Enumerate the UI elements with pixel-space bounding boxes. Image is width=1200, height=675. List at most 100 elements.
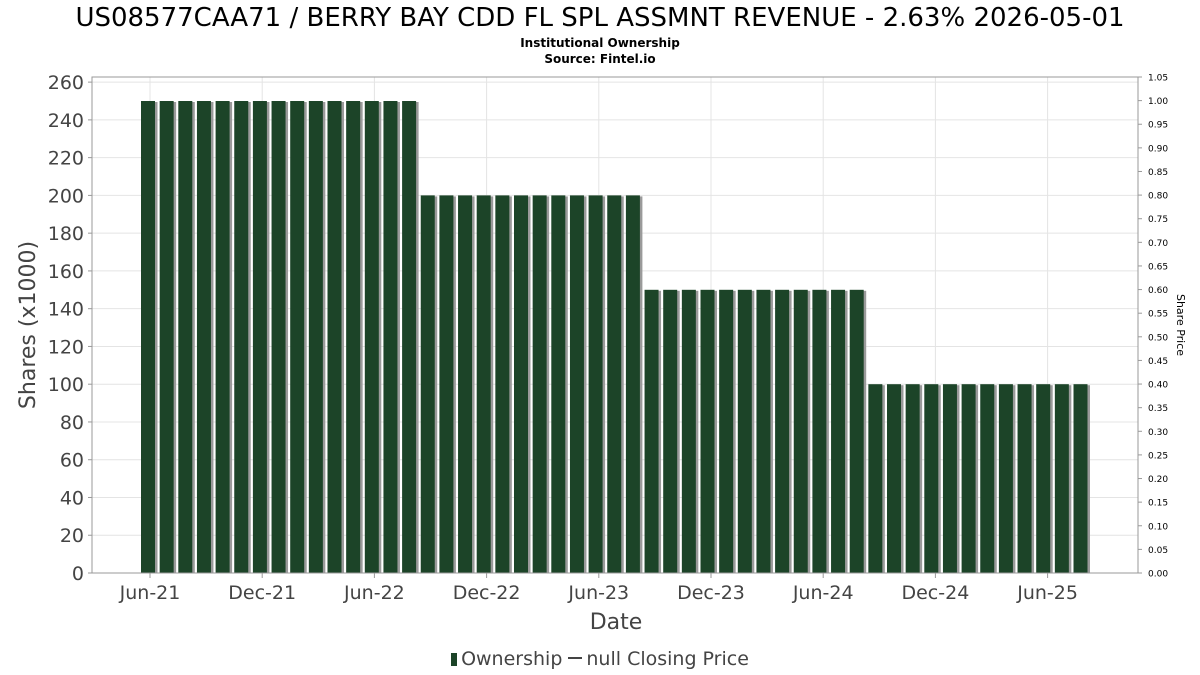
ownership-bar bbox=[458, 195, 473, 573]
legend-ownership-swatch bbox=[451, 653, 458, 666]
ownership-bar bbox=[327, 101, 342, 573]
ownership-bar bbox=[271, 101, 286, 573]
y2-tick-label: 0.95 bbox=[1148, 121, 1168, 131]
ownership-bar bbox=[1036, 384, 1051, 573]
y2-tick-label: 0.55 bbox=[1148, 310, 1168, 320]
y-tick-label: 240 bbox=[48, 110, 84, 132]
y2-tick-label: 0.85 bbox=[1148, 168, 1168, 178]
ownership-bar bbox=[141, 101, 155, 573]
ownership-bar bbox=[383, 101, 398, 573]
ownership-bar bbox=[1054, 384, 1069, 573]
legend: Ownership null Closing Price bbox=[0, 647, 1200, 671]
x-tick-label: Jun-23 bbox=[567, 582, 629, 604]
y2-tick-label: 0.15 bbox=[1148, 499, 1168, 509]
x-tick-label: Jun-21 bbox=[119, 582, 181, 604]
ownership-bar bbox=[831, 289, 846, 573]
y-tick-label: 120 bbox=[48, 336, 84, 358]
ownership-bar bbox=[569, 195, 584, 573]
y-tick-label: 0 bbox=[72, 563, 84, 585]
ownership-bar bbox=[308, 101, 323, 573]
legend-ownership-label: Ownership bbox=[461, 648, 563, 670]
y2-tick-label: 0.05 bbox=[1148, 546, 1168, 556]
y2-tick-label: 0.35 bbox=[1148, 404, 1168, 414]
ownership-bar bbox=[159, 101, 174, 573]
x-tick-label: Dec-22 bbox=[453, 582, 521, 604]
ownership-bar bbox=[719, 289, 734, 573]
y-tick-label: 60 bbox=[60, 450, 84, 472]
ownership-bar bbox=[346, 101, 361, 573]
y-tick-label: 200 bbox=[48, 185, 84, 207]
y2-tick-label: 0.80 bbox=[1148, 192, 1168, 202]
ownership-bar bbox=[980, 384, 995, 573]
y2-tick-label: 0.65 bbox=[1148, 262, 1168, 272]
ownership-bar bbox=[588, 195, 603, 573]
y-tick-label: 260 bbox=[48, 72, 84, 94]
ownership-bar bbox=[178, 101, 193, 573]
y-tick-label: 20 bbox=[60, 525, 84, 547]
ownership-bar bbox=[812, 289, 827, 573]
ownership-bar bbox=[290, 101, 305, 573]
x-tick-label: Jun-25 bbox=[1016, 582, 1078, 604]
y2-tick-label: 0.20 bbox=[1148, 475, 1168, 485]
y2-tick-label: 0.40 bbox=[1148, 381, 1168, 391]
y-tick-label: 40 bbox=[60, 487, 84, 509]
ownership-bar bbox=[1073, 384, 1088, 573]
ownership-bar bbox=[364, 101, 379, 573]
x-tick-label: Dec-21 bbox=[228, 582, 296, 604]
ownership-bar bbox=[793, 289, 808, 573]
y2-tick-label: 0.25 bbox=[1148, 451, 1168, 461]
ownership-bar bbox=[663, 289, 678, 573]
y-tick-label: 100 bbox=[48, 374, 84, 396]
ownership-bar bbox=[942, 384, 957, 573]
chart-source: Source: Fintel.io bbox=[544, 52, 656, 66]
chart-title: US08577CAA71 / BERRY BAY CDD FL SPL ASSM… bbox=[75, 3, 1125, 33]
y-tick-label: 160 bbox=[48, 261, 84, 283]
ownership-bar bbox=[495, 195, 510, 573]
ownership-bar bbox=[887, 384, 901, 573]
x-tick-label: Dec-24 bbox=[901, 582, 969, 604]
legend-price-label: null Closing Price bbox=[586, 648, 749, 670]
ownership-bar bbox=[681, 289, 696, 573]
ownership-bar bbox=[924, 384, 939, 573]
y2-tick-label: 0.45 bbox=[1148, 357, 1168, 367]
x-tick-label: Jun-24 bbox=[792, 582, 854, 604]
y2-tick-label: 0.90 bbox=[1148, 144, 1168, 154]
ownership-bar bbox=[476, 195, 491, 573]
ownership-bar bbox=[961, 384, 976, 573]
ownership-bar bbox=[849, 289, 864, 573]
x-tick-label: Jun-22 bbox=[343, 582, 405, 604]
ownership-bar bbox=[439, 195, 454, 573]
ownership-bar bbox=[196, 101, 211, 573]
y2-axis: 0.00 0.05 0.10 0.15 0.20 0.25 0.30 0.35 0.40 0.45… bbox=[1138, 74, 1168, 580]
x-axis-label: Date bbox=[590, 610, 643, 635]
ownership-bar bbox=[998, 384, 1013, 573]
x-tick-label: Dec-23 bbox=[677, 582, 745, 604]
ownership-bar bbox=[420, 195, 435, 573]
y-tick-label: 80 bbox=[60, 412, 84, 434]
y2-axis-label: Share Price bbox=[1174, 294, 1187, 356]
ownership-bar bbox=[905, 384, 920, 573]
y2-tick-label: 0.75 bbox=[1148, 215, 1168, 225]
y2-tick-label: 0.70 bbox=[1148, 239, 1168, 249]
y-axis: 0 20 40 60 80 100 120 140 160 180 200 220 240 260 bbox=[48, 72, 92, 585]
ownership-bar bbox=[1017, 384, 1032, 573]
y2-tick-label: 1.05 bbox=[1148, 74, 1168, 84]
ownership-bar bbox=[532, 195, 547, 573]
legend-price-line bbox=[568, 657, 583, 659]
ownership-bar bbox=[402, 101, 417, 573]
x-axis: Jun-21 Dec-21 Jun-22 Dec-22 Jun-23 Dec-23 Jun-… bbox=[119, 573, 1078, 604]
y2-tick-label: 0.10 bbox=[1148, 522, 1168, 532]
ownership-bar bbox=[756, 289, 771, 573]
y2-tick-label: 0.00 bbox=[1148, 570, 1168, 580]
y2-tick-label: 0.50 bbox=[1148, 333, 1168, 343]
plot-frame bbox=[91, 76, 1139, 574]
ownership-bar bbox=[775, 289, 790, 573]
chart-subtitle: Institutional Ownership bbox=[520, 36, 680, 50]
y-tick-label: 220 bbox=[48, 148, 84, 170]
ownership-bar bbox=[737, 289, 752, 573]
ownership-bar bbox=[625, 195, 640, 573]
ownership-bar bbox=[868, 384, 883, 573]
bars bbox=[141, 101, 1090, 573]
ownership-bar bbox=[514, 195, 528, 573]
